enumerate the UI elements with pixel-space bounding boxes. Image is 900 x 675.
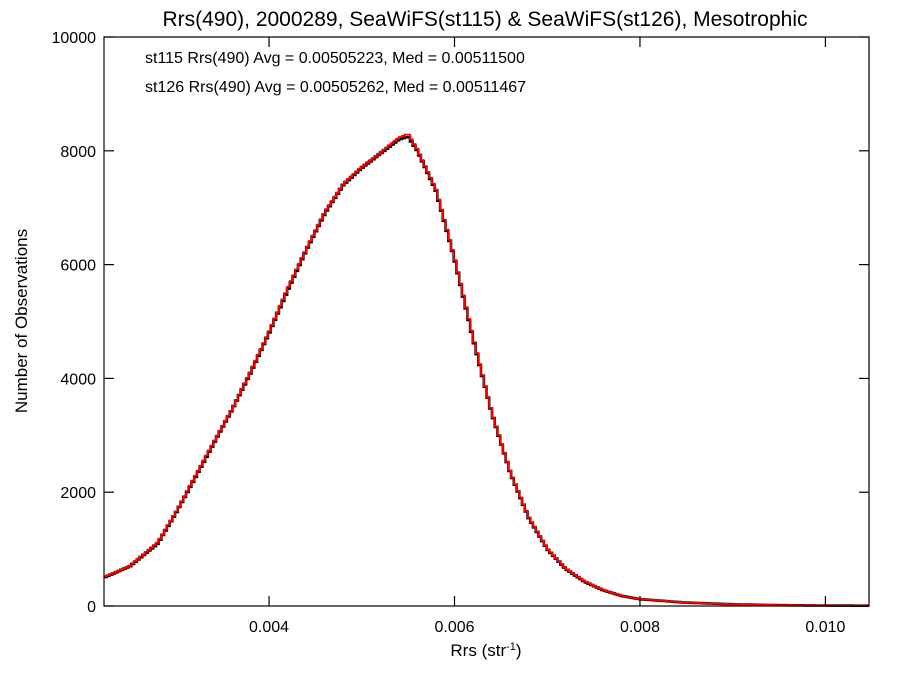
- y-axis-ticks: 0 2000 4000 6000 8000 10000: [52, 30, 869, 616]
- y-tick-label: 6000: [60, 258, 96, 275]
- x-axis-ticks: 0.004 0.006 0.008 0.010: [249, 37, 846, 636]
- series-layer: [104, 133, 869, 607]
- plot-frame: [103, 36, 870, 607]
- series-line-0: [104, 136, 869, 607]
- x-tick-label: 0.004: [249, 619, 289, 636]
- annotation-st115: st115 Rrs(490) Avg = 0.00505223, Med = 0…: [145, 50, 525, 67]
- x-tick-label: 0.006: [434, 619, 474, 636]
- y-tick-label: 0: [87, 599, 96, 616]
- x-axis-title-main: Rrs (str: [450, 641, 506, 660]
- x-tick-label: 0.010: [805, 619, 845, 636]
- series-line-1: [104, 133, 869, 607]
- annotation-st126: st126 Rrs(490) Avg = 0.00505262, Med = 0…: [145, 79, 526, 96]
- y-tick-label: 8000: [60, 144, 96, 161]
- y-tick-label: 2000: [60, 485, 96, 502]
- y-tick-label: 4000: [60, 371, 96, 388]
- x-axis-title-end: ): [516, 641, 522, 660]
- y-axis-title: Number of Observations: [12, 229, 31, 413]
- x-axis-title-sup: -1: [506, 641, 516, 653]
- y-tick-label: 10000: [52, 30, 97, 47]
- x-tick-label: 0.008: [620, 619, 660, 636]
- x-axis-title: Rrs (str-1): [450, 641, 521, 660]
- chart-title: Rrs(490), 2000289, SeaWiFS(st115) & SeaW…: [162, 8, 807, 31]
